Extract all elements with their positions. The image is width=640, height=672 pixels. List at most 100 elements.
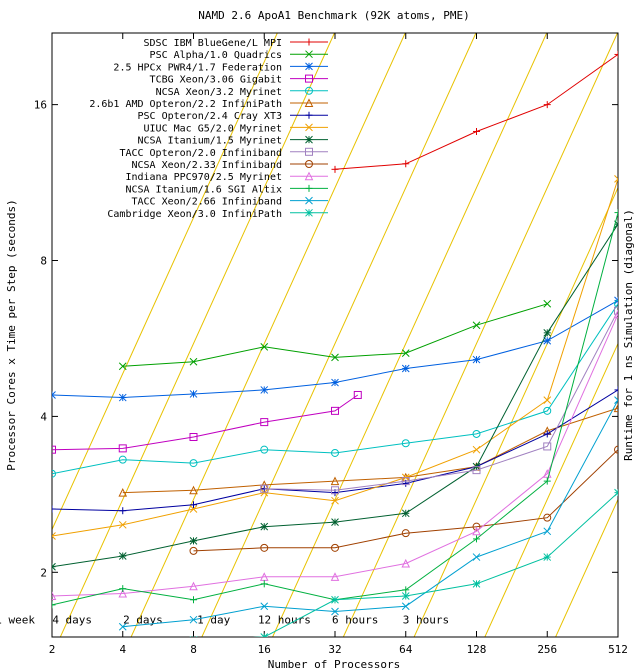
series-line	[252, 492, 618, 637]
diagonal-line	[272, 33, 548, 637]
data-point	[189, 390, 198, 398]
x-tick-label: 2	[49, 643, 56, 656]
diagonal-line	[201, 33, 477, 637]
data-point	[118, 552, 127, 560]
data-point	[260, 602, 269, 611]
legend-marker	[305, 86, 313, 95]
chart-title: NAMD 2.6 ApoA1 Benchmark (92K atoms, PME…	[198, 9, 470, 22]
series-11	[189, 445, 618, 555]
legend-label: UIUC Mac G5/2.0 Myrinet	[144, 123, 282, 134]
data-point	[189, 485, 198, 495]
diagonal-label: 12 hours	[258, 614, 311, 627]
data-point	[472, 429, 481, 438]
data-point	[614, 178, 618, 183]
diagonal-label: 3 hours	[403, 614, 449, 627]
data-point	[472, 553, 481, 561]
data-point	[614, 299, 618, 308]
data-point	[52, 591, 57, 600]
legend-label: PSC Alpha/1.0 Quadrics	[150, 50, 282, 61]
data-point	[331, 543, 339, 552]
data-point	[189, 581, 198, 591]
data-point	[613, 309, 618, 319]
data-point	[401, 602, 410, 611]
data-point	[330, 572, 340, 581]
data-point	[543, 396, 552, 404]
data-point	[189, 459, 198, 468]
data-point	[614, 396, 618, 401]
data-point	[52, 394, 56, 399]
data-point	[189, 546, 198, 555]
data-point	[260, 386, 269, 394]
data-point	[52, 566, 56, 571]
series-15	[189, 488, 618, 637]
series-5	[52, 299, 618, 478]
data-point	[189, 537, 198, 545]
data-point	[614, 296, 618, 302]
diagonal-label: 4 days	[52, 614, 92, 627]
data-point	[331, 518, 339, 526]
legend-marker	[305, 74, 313, 83]
diagonal-reference-lines	[52, 33, 618, 637]
data-point	[472, 355, 481, 364]
data-point	[401, 592, 410, 600]
data-point	[52, 391, 56, 396]
data-point	[614, 175, 618, 180]
legend-label: NCSA Itanium/1.6 SGI Altix	[125, 184, 282, 195]
data-point	[52, 535, 56, 540]
data-point	[543, 299, 552, 308]
series-1	[331, 50, 618, 173]
series-14	[118, 396, 618, 631]
data-point	[331, 353, 339, 362]
data-point	[401, 509, 410, 518]
data-point	[260, 633, 265, 637]
data-point	[189, 433, 198, 442]
data-point	[260, 484, 269, 493]
data-point	[614, 488, 618, 494]
series-2	[118, 299, 552, 371]
data-point	[260, 543, 269, 552]
data-point	[331, 595, 339, 604]
plot-frame	[51, 32, 619, 638]
data-point	[401, 439, 410, 448]
data-point	[472, 522, 481, 531]
data-point	[331, 448, 339, 457]
diagonal-label: 1 week	[0, 614, 35, 627]
legend-label: 2.6b1 AMD Opteron/2.2 InfiniPath	[89, 99, 282, 110]
data-point	[543, 527, 552, 536]
x-tick-label: 16	[258, 643, 271, 656]
y-tick-label: 16	[34, 99, 47, 112]
data-point	[613, 403, 618, 413]
legend-marker	[305, 135, 313, 144]
data-point	[614, 223, 618, 229]
data-point	[189, 615, 198, 624]
diagonal-line	[555, 498, 618, 637]
data-point	[543, 406, 552, 415]
legend-marker	[304, 98, 314, 107]
y-tick-label: 8	[40, 255, 47, 268]
legend-label: 2.5 HPCx PWR4/1.7 Federation	[113, 62, 282, 73]
series-3	[52, 296, 618, 402]
legend-marker	[305, 147, 313, 156]
x-tick-label: 512	[608, 643, 628, 656]
x-axis-label: Number of Processors	[268, 658, 400, 671]
series-line	[334, 53, 618, 170]
data-point	[472, 579, 481, 588]
series-8	[52, 175, 618, 540]
data-point	[614, 491, 618, 497]
series-10	[260, 306, 618, 495]
data-point	[118, 362, 127, 371]
legend-marker	[304, 171, 314, 181]
data-point	[472, 321, 481, 330]
legend-label: TACC Opteron/2.0 Infiniband	[119, 148, 282, 159]
data-point	[260, 418, 269, 427]
series-4	[52, 390, 362, 454]
data-point	[614, 399, 618, 404]
data-point	[52, 532, 56, 537]
legend-label: Indiana PPC970/2.5 Myrinet	[125, 172, 282, 183]
series-line	[122, 399, 618, 628]
data-point	[118, 455, 127, 464]
x-tick-label: 256	[537, 643, 557, 656]
